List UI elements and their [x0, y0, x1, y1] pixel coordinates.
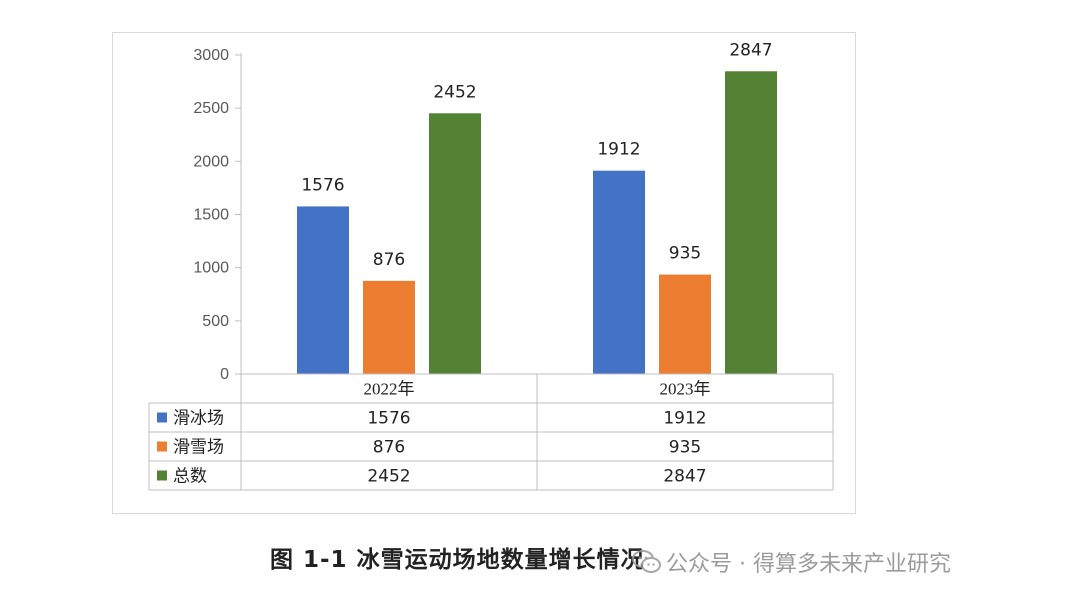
- data-label: 1912: [597, 140, 640, 160]
- table-cell: 1576: [367, 409, 410, 429]
- bar: [593, 170, 645, 374]
- y-tick-label: 1500: [193, 207, 229, 224]
- y-tick-label: 500: [202, 313, 229, 330]
- legend-label: 滑冰场: [173, 409, 224, 429]
- bar: [659, 274, 711, 374]
- legend-label: 总数: [173, 467, 207, 487]
- wechat-icon: [632, 549, 662, 581]
- figure-caption: 图 1-1 冰雪运动场地数量增长情况: [270, 547, 645, 573]
- data-label: 1576: [301, 175, 344, 195]
- bar: [725, 71, 777, 375]
- watermark-text: 公众号 · 得算多未来产业研究: [666, 552, 951, 577]
- bar: [297, 206, 349, 374]
- legend-label: 滑雪场: [173, 438, 224, 458]
- chart-frame: 0 500 1000 1500 2000 2500 3000 1576 876 2452 1912 9…: [112, 32, 856, 514]
- legend-key: [157, 441, 167, 452]
- table-cell: 876: [373, 438, 405, 458]
- y-tick-label: 3000: [193, 47, 229, 64]
- data-label: 2452: [433, 82, 476, 102]
- table-cell: 2452: [367, 467, 410, 487]
- legend-key: [157, 412, 167, 423]
- bar-chart: 0 500 1000 1500 2000 2500 3000 1576 876 2452 1912 9…: [148, 40, 834, 491]
- legend-key: [157, 470, 167, 481]
- table-cell: 2847: [663, 467, 706, 487]
- y-tick-label: 1000: [193, 260, 229, 277]
- table-cell: 1912: [663, 409, 706, 429]
- bar: [429, 113, 481, 375]
- table-cell: 935: [669, 438, 701, 458]
- data-label: 876: [373, 250, 405, 270]
- watermark: 公众号 · 得算多未来产业研究: [632, 546, 951, 581]
- y-tick-label: 2000: [193, 153, 229, 170]
- y-tick-label: 2500: [193, 100, 229, 117]
- y-tick-label: 0: [220, 366, 229, 383]
- bar: [363, 280, 415, 374]
- category-label: 2022年: [364, 380, 415, 399]
- data-label: 935: [669, 244, 701, 264]
- category-label: 2023年: [660, 380, 711, 399]
- data-label: 2847: [729, 40, 772, 60]
